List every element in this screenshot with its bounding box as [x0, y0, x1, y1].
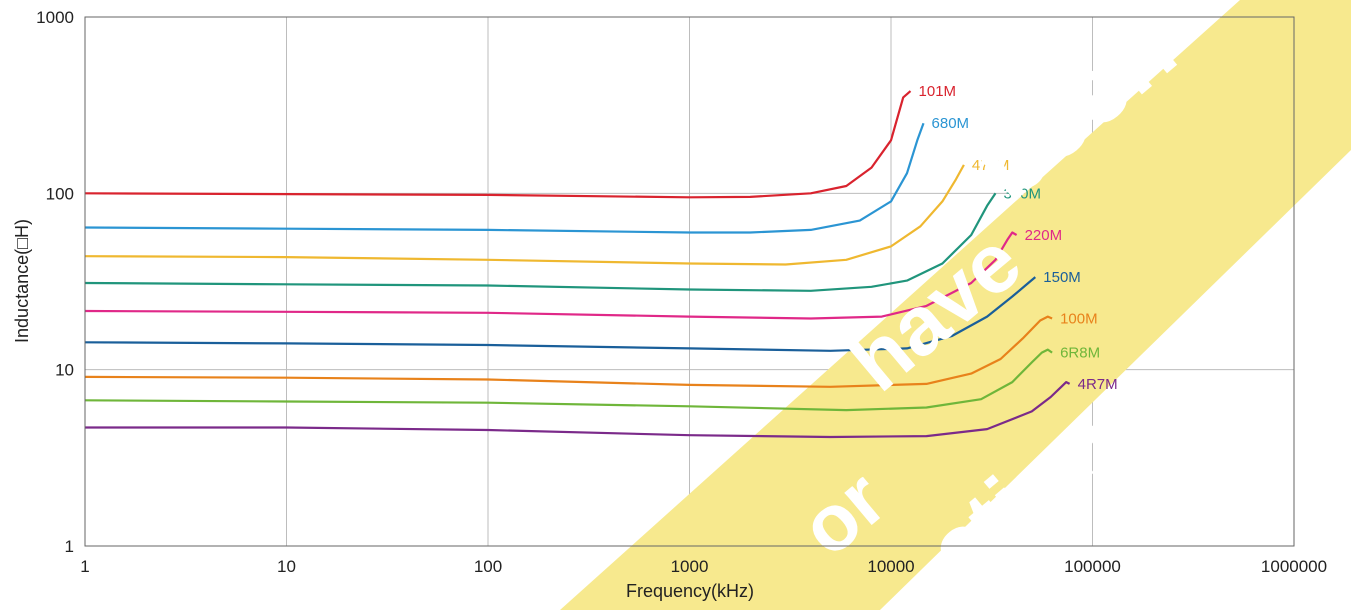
x-axis-title: Frequency(kHz): [626, 581, 754, 601]
x-tick-label: 1000000: [1261, 557, 1327, 576]
x-tick-label: 100000: [1064, 557, 1121, 576]
series-label: 150M: [1043, 269, 1081, 286]
series-line: [84, 348, 1053, 412]
tick-labels: 1 10 100 1000 10000 100000 1000000 1 10 100 1000: [36, 8, 1327, 576]
series-line: [84, 231, 1018, 320]
plot-frame: [84, 16, 1295, 547]
series-label: 220M: [1025, 227, 1063, 244]
series-line: [84, 192, 997, 292]
y-tick-label: 10: [55, 361, 74, 380]
series-label: 6R8M: [1060, 345, 1100, 362]
x-tick-label: 10000: [867, 557, 914, 576]
series-label: 101M: [919, 83, 957, 100]
series-lines: [84, 90, 1071, 439]
watermark-band: [560, 0, 1351, 610]
x-tick-label: 1: [80, 557, 89, 576]
y-tick-label: 100: [46, 184, 74, 203]
series-label: 100M: [1060, 311, 1098, 328]
series-line: [84, 164, 965, 266]
x-tick-label: 100: [474, 557, 502, 576]
x-tick-label: 10: [277, 557, 296, 576]
series-line: [84, 122, 925, 234]
series-line: [84, 315, 1053, 388]
series-label: 330M: [1003, 185, 1041, 202]
series-labels: 101M 680M 470M 330M 220M 150M 100M 6R8M 4R7M: [919, 83, 1118, 393]
y-axis-title: Inductance(□H): [12, 219, 32, 343]
y-tick-label: 1000: [36, 8, 74, 27]
x-tick-label: 1000: [671, 557, 709, 576]
series-line: [84, 90, 912, 199]
watermark-band-shape: [560, 0, 1351, 610]
series-label: 680M: [932, 115, 970, 132]
series-line: [84, 276, 1037, 352]
y-tick-label: 1: [65, 537, 74, 556]
series-label: 470M: [972, 157, 1010, 174]
series-label: 4R7M: [1078, 376, 1118, 393]
series-line: [85, 381, 1071, 439]
